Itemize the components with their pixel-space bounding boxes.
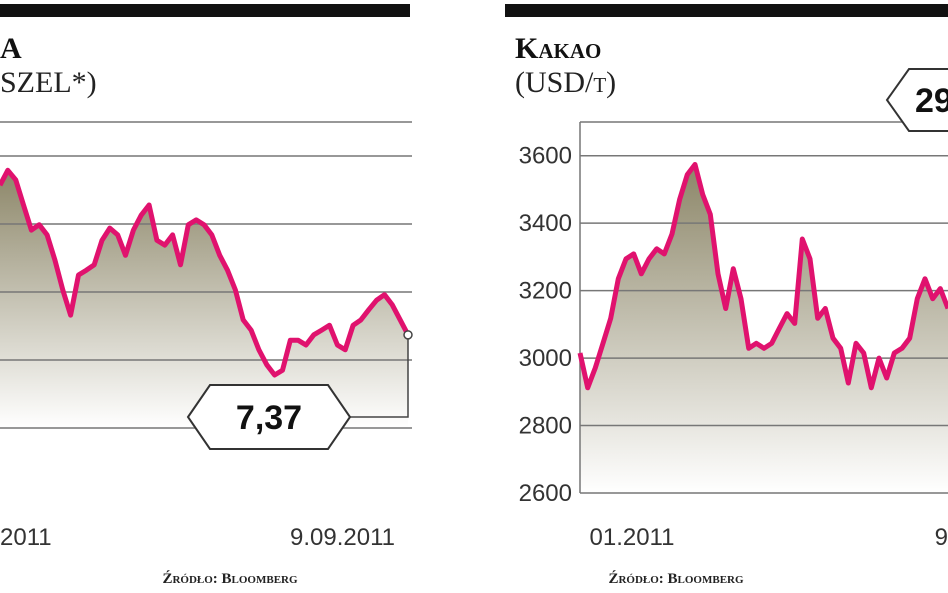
top-bar xyxy=(505,4,948,17)
y-tick-label: 3000 xyxy=(519,345,572,372)
area xyxy=(0,170,408,429)
line xyxy=(0,167,411,378)
area xyxy=(580,164,948,493)
chart-subtitle: SZEL*) xyxy=(0,66,97,99)
x-tick-label: 9 xyxy=(935,524,948,551)
y-tick-label: 2800 xyxy=(519,413,572,440)
chart-title: Kakao xyxy=(515,32,601,65)
x-tick-label: 2011 xyxy=(0,524,52,551)
annotation: 7,37 xyxy=(236,399,302,437)
y-tick-label: 3200 xyxy=(519,278,572,305)
callout xyxy=(186,384,352,450)
source: Źródło: Bloomberg xyxy=(162,570,298,587)
end-dot xyxy=(403,330,413,340)
chart-subtitle: (USD/t) xyxy=(515,66,616,99)
connector xyxy=(350,334,409,418)
y-tick-label: 3600 xyxy=(519,143,572,170)
y-tick-label: 3400 xyxy=(519,210,572,237)
chart-title: A xyxy=(0,32,22,65)
y-tick-label: 2600 xyxy=(519,480,572,507)
line xyxy=(577,162,948,391)
source: Źródło: Bloomberg xyxy=(608,570,744,587)
top-bar xyxy=(0,4,410,17)
x-tick-label: 01.2011 xyxy=(590,524,675,551)
annotation: 29 xyxy=(915,82,948,120)
callout xyxy=(885,68,948,132)
x-tick-label: 9.09.2011 xyxy=(290,524,395,551)
